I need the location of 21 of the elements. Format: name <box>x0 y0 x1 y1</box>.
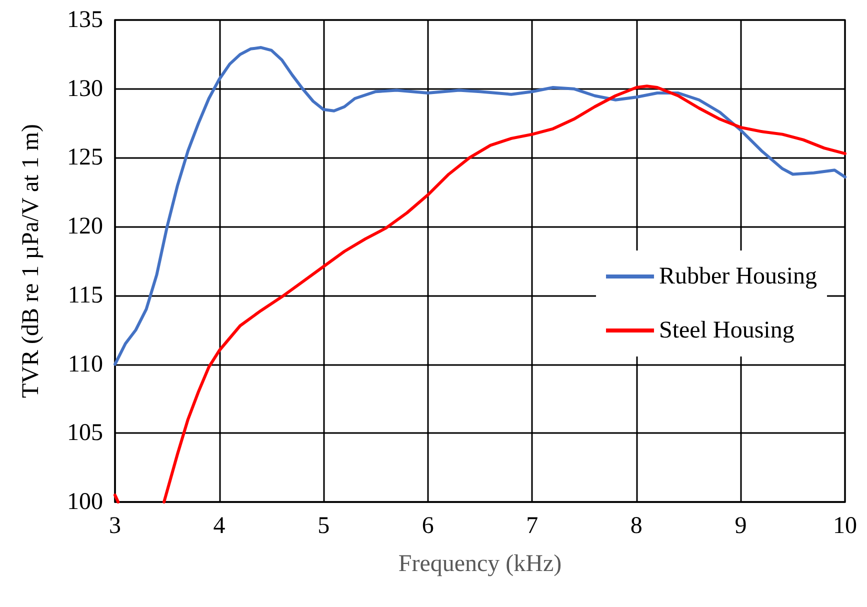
line-series <box>114 46 846 366</box>
x-tick-label: 8 <box>630 513 642 539</box>
x-tick-label: 3 <box>109 513 121 539</box>
y-tick-label: 115 <box>68 282 103 308</box>
x-tick-label: 10 <box>833 513 857 539</box>
legend-label: Steel Housing <box>659 318 794 344</box>
legend-label: Rubber Housing <box>659 264 818 290</box>
y-tick-label: 105 <box>67 420 103 446</box>
y-axis-title: TVR (dB re 1 µPa/V at 1 m) <box>18 124 44 398</box>
x-tick-label: 6 <box>422 513 434 539</box>
y-tick-label: 120 <box>67 214 103 240</box>
x-tick-label: 5 <box>318 513 330 539</box>
y-tick-label: 130 <box>67 76 103 102</box>
y-tick-label: 125 <box>67 144 103 171</box>
y-tick-label: 135 <box>67 7 103 33</box>
x-axis-title: Frequency (kHz) <box>398 551 562 577</box>
y-tick-label: 100 <box>67 489 103 515</box>
x-tick-label: 4 <box>213 513 226 539</box>
x-tick-label: 7 <box>526 513 538 539</box>
y-tick-label: 110 <box>68 351 103 378</box>
x-tick-label: 9 <box>734 513 747 539</box>
